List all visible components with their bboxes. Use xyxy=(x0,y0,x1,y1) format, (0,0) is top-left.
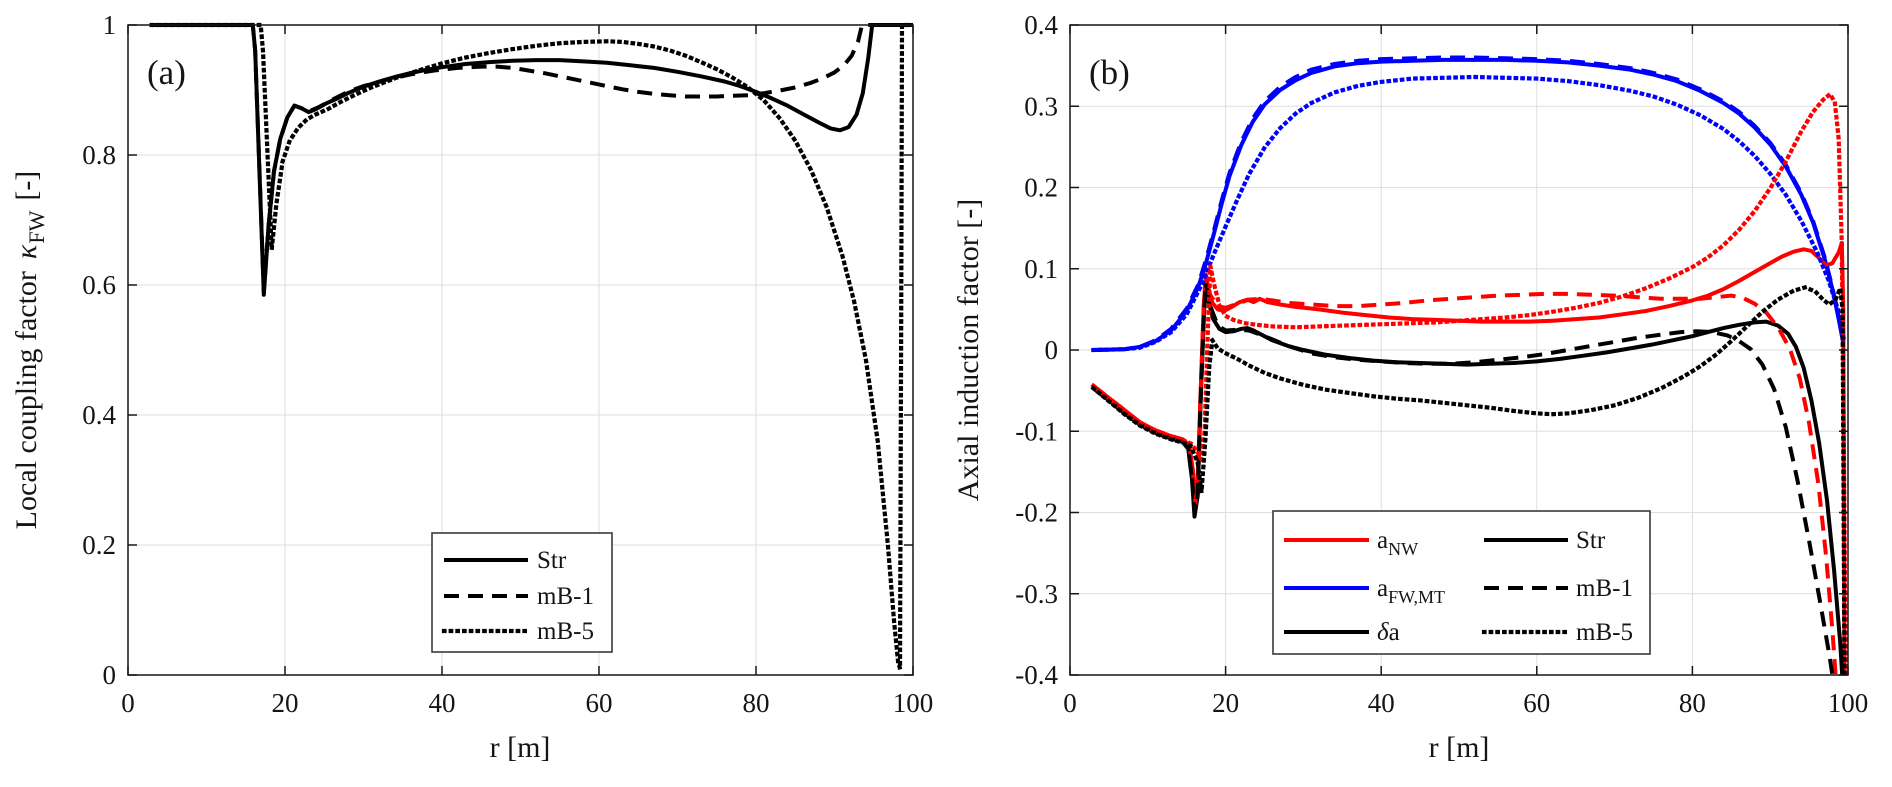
legend-a-label-mb1: mB-1 xyxy=(537,583,594,610)
y-tick-label: -0.2 xyxy=(1015,498,1058,528)
x-tick-label: 40 xyxy=(1368,688,1395,718)
x-tick-label: 80 xyxy=(1679,688,1706,718)
panel-b-legend-box xyxy=(1272,510,1651,655)
x-tick-label: 0 xyxy=(121,688,135,718)
y-tick-label: -0.4 xyxy=(1015,660,1058,690)
panel-a-plot: 0 20 40 60 80 100 0 0.2 0.4 0.6 0.8 1 xyxy=(82,10,933,718)
series-a-fw-mt-mb-1 xyxy=(1093,55,1846,352)
legend-a-label-str: Str xyxy=(537,547,567,574)
y-tick-label: 0.2 xyxy=(82,530,116,560)
panel-b-letter: (b) xyxy=(1089,53,1130,92)
y-tick-label: 0.1 xyxy=(1024,254,1058,284)
series-mb-5 xyxy=(149,22,916,671)
legend-b-label-da: δa xyxy=(1377,619,1400,646)
y-tick-label: -0.3 xyxy=(1015,579,1058,609)
x-tick-label: 60 xyxy=(1523,688,1550,718)
series-δa-mb-5 xyxy=(1090,285,1847,678)
y-tick-label: 0 xyxy=(1045,335,1059,365)
x-tick-label: 0 xyxy=(1063,688,1077,718)
y-tick-label: 1 xyxy=(103,10,117,40)
x-tick-label: 60 xyxy=(586,688,613,718)
x-tick-label: 100 xyxy=(893,688,934,718)
series-mb-1 xyxy=(151,23,913,294)
x-tick-label: 40 xyxy=(429,688,456,718)
y-tick-label: 0.6 xyxy=(82,270,116,300)
x-tick-label: 100 xyxy=(1828,688,1869,718)
series-δa-mb-1 xyxy=(1092,281,1835,676)
y-tick-label: 0.2 xyxy=(1024,173,1058,203)
legend-b-label-mb1: mB-1 xyxy=(1576,575,1633,602)
y-tick-label: -0.1 xyxy=(1015,416,1058,446)
y-tick-label: 0.8 xyxy=(82,140,116,170)
panel-b-plot: 0 20 40 60 80 100 -0.4 -0.3 -0.2 -0.1 0 0.1 0.2 0.3 0.… xyxy=(1015,10,1868,718)
x-tick-label: 20 xyxy=(272,688,299,718)
plot-box xyxy=(127,24,914,676)
x-tick-label: 80 xyxy=(743,688,770,718)
y-tick-label: 0.4 xyxy=(1024,10,1058,40)
y-tick-label: 0.3 xyxy=(1024,91,1058,121)
x-tick-label: 20 xyxy=(1212,688,1239,718)
legend-b-label-anw: aNW xyxy=(1377,527,1418,559)
panel-a-ylabel: Local coupling factorκFW[-] xyxy=(10,171,49,530)
panel-a-legend: Str mB-1 mB-5 xyxy=(431,532,613,653)
series-a-fw-mt-mb-5 xyxy=(1091,74,1847,353)
legend-a-label-mb5: mB-5 xyxy=(537,618,594,645)
panel-b-ylabel: Axial induction factor [-] xyxy=(952,199,985,501)
panel-b-xlabel: r [m] xyxy=(1429,731,1490,764)
panel-b-legend: aNW aFW,MT δa Str mB-1 mB-5 xyxy=(1272,510,1651,655)
panel-a-letter: (a) xyxy=(147,53,186,92)
legend-b-label-mb5: mB-5 xyxy=(1576,619,1633,646)
legend-b-label-afwmt: aFW,MT xyxy=(1377,575,1445,607)
y-tick-label: 0.4 xyxy=(82,400,116,430)
series-str xyxy=(151,23,913,297)
series-a-nw-mb-5 xyxy=(1090,92,1848,678)
y-tick-label: 0 xyxy=(103,660,117,690)
panel-a-xlabel: r [m] xyxy=(490,731,551,764)
legend-b-label-str: Str xyxy=(1576,527,1606,554)
